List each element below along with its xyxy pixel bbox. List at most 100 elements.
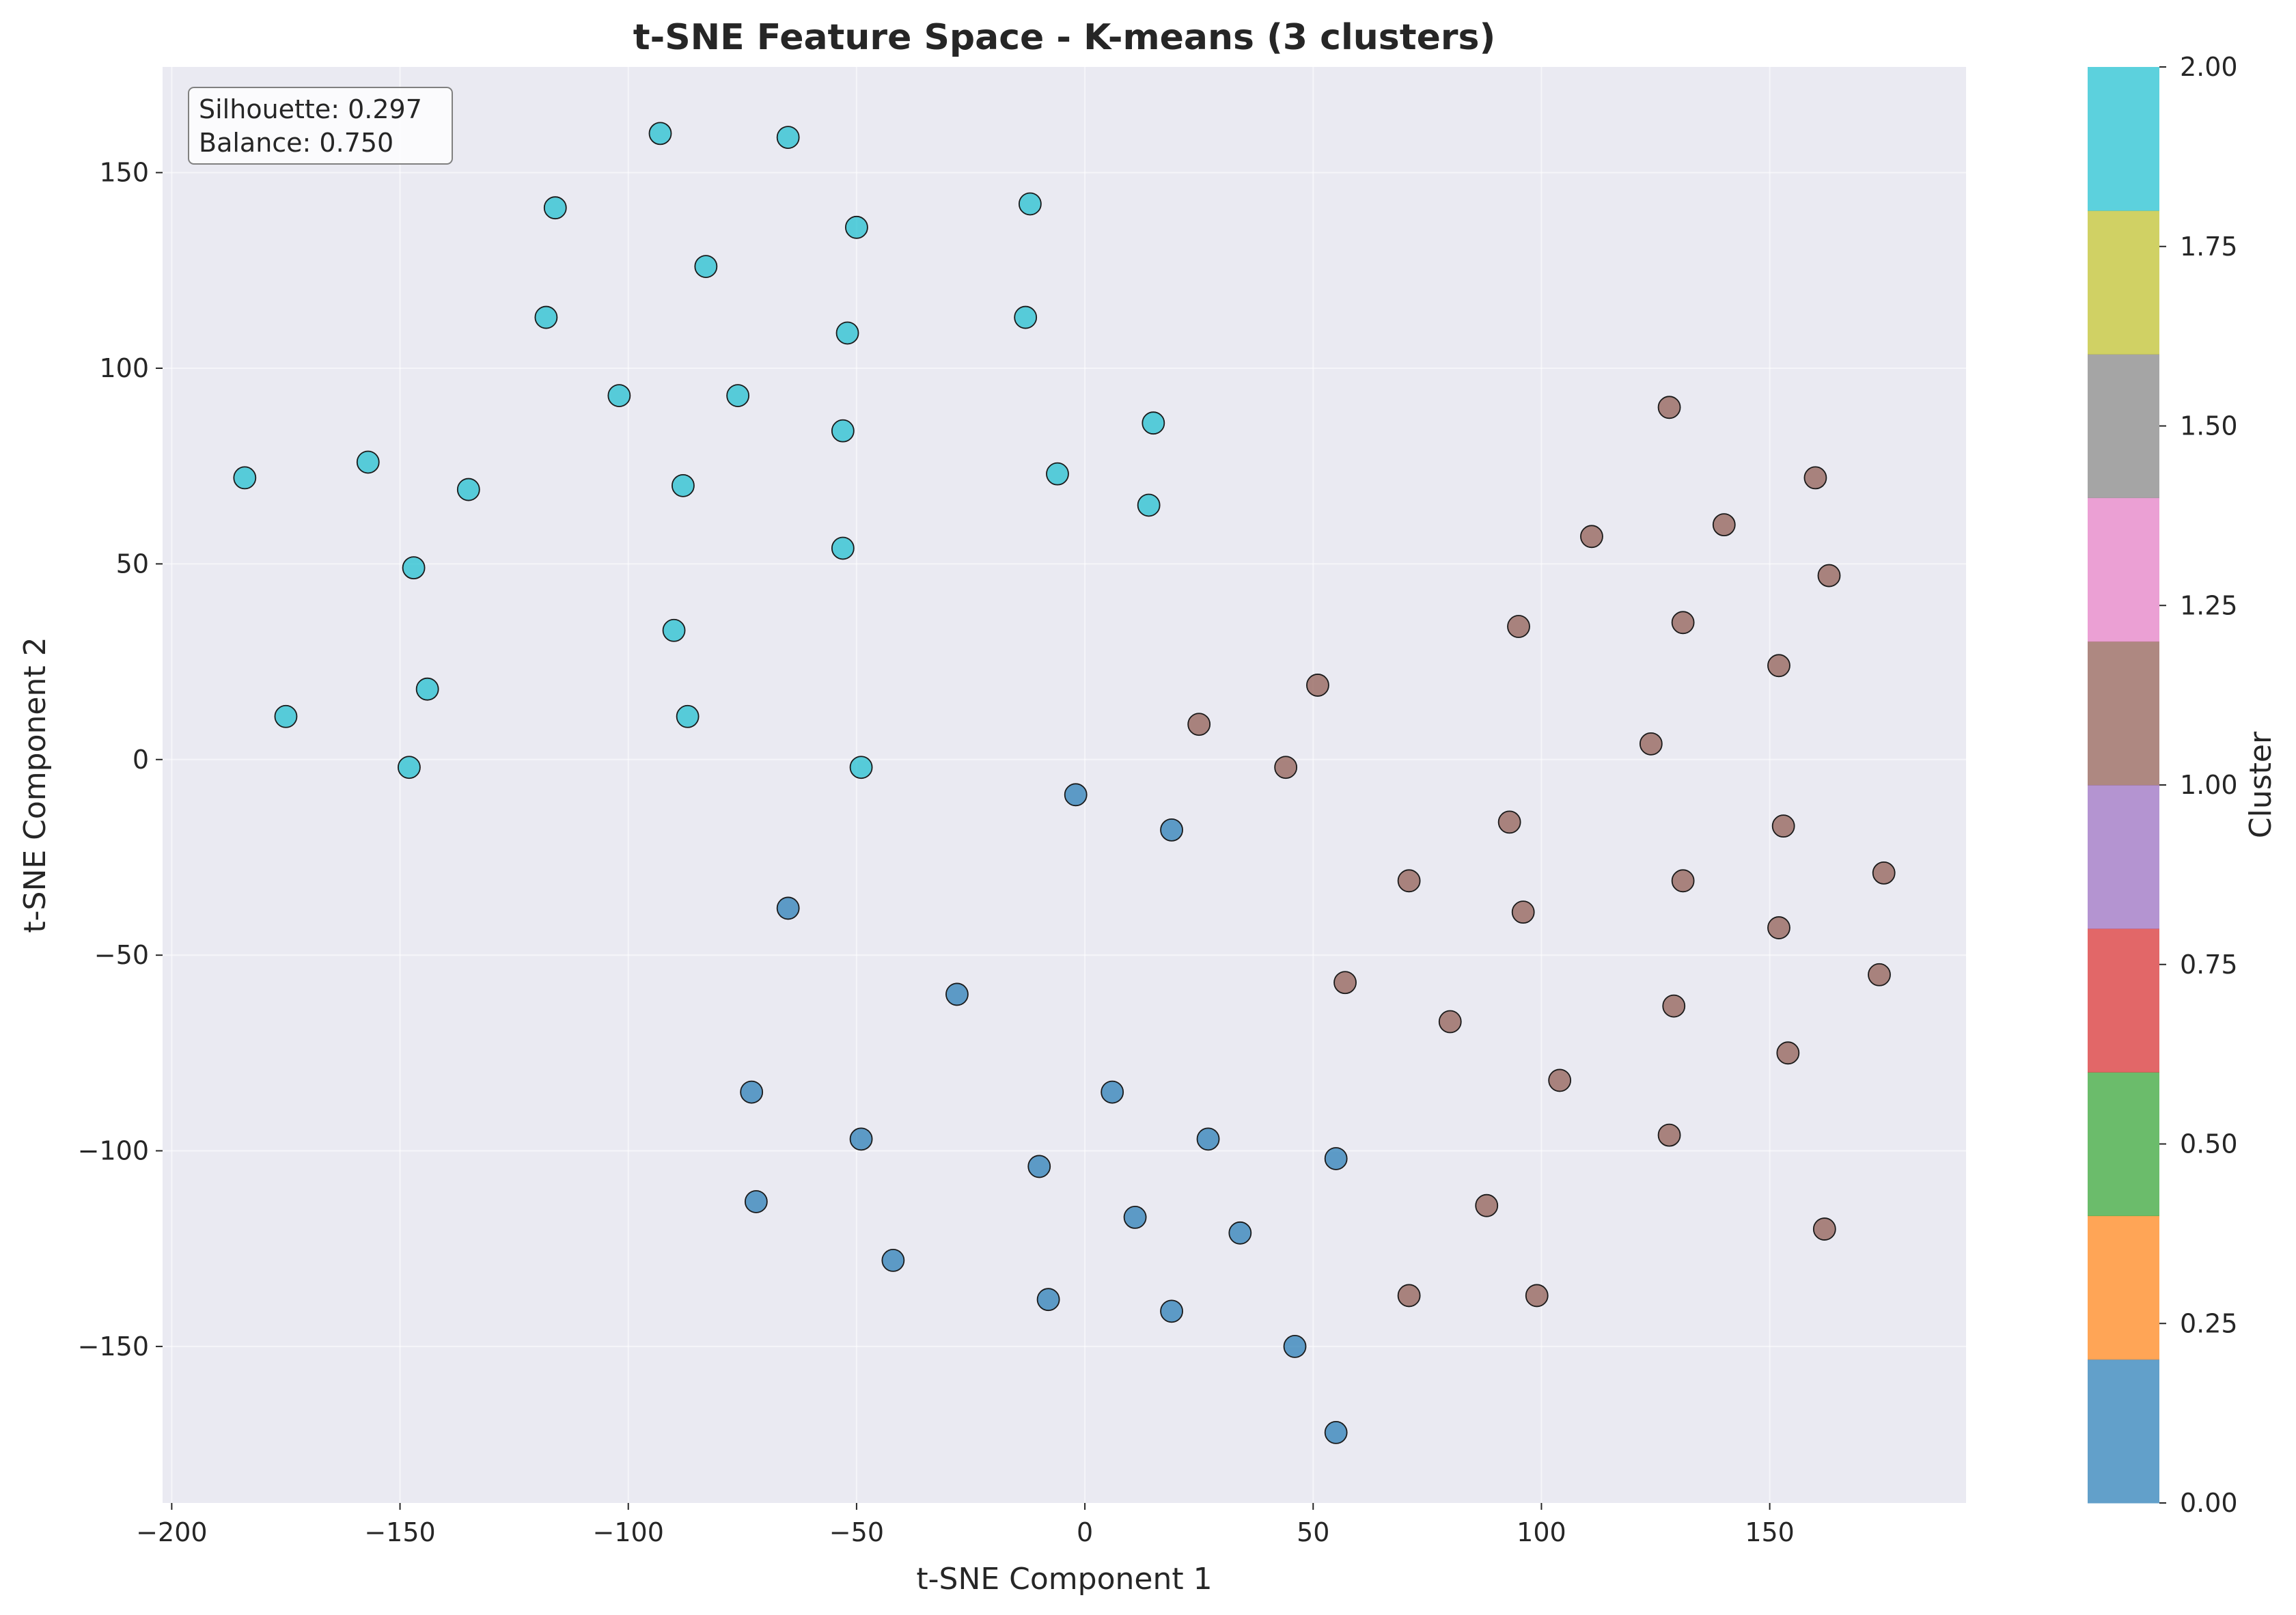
cluster-0-point: [1160, 1299, 1183, 1323]
x-tick-label: −150: [364, 1517, 435, 1547]
cluster-0-point: [881, 1248, 905, 1272]
y-tick-label: 50: [116, 549, 149, 579]
cluster-0-point: [1064, 783, 1088, 807]
cluster-2-point: [607, 384, 631, 408]
cluster-1-point: [1580, 525, 1603, 549]
x-tick-label: 100: [1517, 1517, 1566, 1547]
cluster-2-point: [233, 466, 257, 490]
cluster-1-point: [1817, 564, 1841, 588]
colorbar-tick-label: 1.75: [2180, 232, 2238, 262]
colorbar-tick-label: 0.75: [2180, 950, 2238, 980]
silhouette-text: Silhouette: 0.297: [199, 94, 422, 124]
grid: [163, 67, 1966, 1503]
cluster-1-point: [1662, 994, 1686, 1018]
x-axis-label: t-SNE Component 1: [916, 1562, 1212, 1597]
y-tick-label: −100: [78, 1136, 149, 1166]
cluster-1-point: [1671, 869, 1695, 893]
cluster-0-point: [744, 1190, 768, 1213]
x-tick-label: −100: [593, 1517, 664, 1547]
cluster-1-point: [1475, 1193, 1499, 1217]
y-axis-label: t-SNE Component 2: [18, 637, 53, 933]
colorbar: [2088, 67, 2159, 1504]
plot-area: [163, 67, 1966, 1503]
chart-title: t-SNE Feature Space - K-means (3 cluster…: [633, 17, 1495, 58]
cluster-2-point: [1014, 305, 1038, 329]
cluster-0-point: [1027, 1155, 1051, 1178]
colorbar-segment: [2088, 1359, 2159, 1504]
cluster-2-point: [844, 215, 868, 239]
cluster-1-point: [1868, 963, 1891, 986]
colorbar-tick-label: 0.25: [2180, 1308, 2238, 1338]
y-tick-label: 150: [99, 158, 149, 188]
cluster-1-point: [1771, 814, 1795, 838]
colorbar-segment: [2088, 1215, 2159, 1360]
cluster-2-point: [1142, 411, 1165, 435]
cluster-2-point: [1018, 192, 1042, 216]
x-tick-label: −200: [136, 1517, 207, 1547]
cluster-2-point: [694, 255, 718, 279]
colorbar-segment: [2088, 67, 2159, 211]
x-axis-ticks: −200 −150 −100 −50 0 50 100 150: [136, 1503, 1795, 1547]
colorbar-tick-label: 0.50: [2180, 1129, 2238, 1159]
cluster-2-point: [534, 305, 558, 329]
cluster-1-point: [1872, 861, 1896, 885]
cluster-1-point: [1525, 1284, 1549, 1308]
colorbar-tick-label: 1.50: [2180, 411, 2238, 441]
cluster-0-point: [1324, 1421, 1348, 1444]
colorbar-tick-label: 2.00: [2180, 52, 2238, 82]
stats-box: Silhouette: 0.297 Balance: 0.750: [188, 87, 453, 165]
cluster-1-point: [1712, 513, 1736, 537]
cluster-2-point: [648, 122, 672, 146]
cluster-2-point: [776, 126, 800, 149]
cluster-2-point: [831, 536, 855, 560]
colorbar-label: Cluster: [2243, 731, 2278, 838]
cluster-0-point: [776, 896, 800, 920]
cluster-0-point: [1160, 818, 1183, 842]
cluster-0-point: [945, 982, 969, 1006]
cluster-0-point: [1196, 1127, 1220, 1151]
colorbar-segment: [2088, 1072, 2159, 1217]
cluster-2-point: [415, 677, 439, 701]
cluster-0-point: [1228, 1221, 1252, 1245]
data-points: [233, 122, 1896, 1444]
cluster-1-point: [1397, 1284, 1421, 1308]
cluster-2-point: [543, 196, 567, 220]
cluster-2-point: [1046, 462, 1069, 486]
cluster-2-point: [831, 419, 855, 443]
cluster-1-point: [1397, 869, 1421, 893]
colorbar-segment: [2088, 497, 2159, 642]
colorbar-segment: [2088, 210, 2159, 355]
colorbar-ticks: 0.00 0.25 0.50 0.75 1.00 1.25 1.50 1.75 2.00: [2159, 52, 2238, 1518]
cluster-2-point: [402, 556, 426, 580]
balance-text: Balance: 0.750: [199, 128, 393, 158]
cluster-1-point: [1657, 396, 1681, 419]
cluster-1-point: [1333, 971, 1357, 995]
y-axis-ticks: −150 −100 −50 0 50 100 150: [78, 158, 163, 1362]
cluster-1-point: [1803, 466, 1827, 490]
cluster-2-point: [726, 384, 750, 408]
colorbar-segment: [2088, 928, 2159, 1073]
y-tick-label: −150: [78, 1331, 149, 1362]
cluster-2-point: [398, 756, 421, 779]
colorbar-tick-label: 0.00: [2180, 1488, 2238, 1518]
cluster-2-point: [849, 756, 873, 779]
cluster-1-point: [1767, 916, 1790, 939]
cluster-0-point: [740, 1080, 764, 1104]
cluster-1-point: [1639, 732, 1663, 756]
cluster-2-point: [456, 478, 480, 501]
x-tick-label: 50: [1297, 1517, 1329, 1547]
cluster-2-point: [274, 704, 298, 728]
cluster-2-point: [676, 704, 700, 728]
colorbar-tick-label: 1.25: [2180, 590, 2238, 620]
cluster-2-point: [1137, 493, 1161, 517]
cluster-1-point: [1548, 1068, 1572, 1092]
cluster-0-point: [849, 1127, 873, 1151]
colorbar-segment: [2088, 641, 2159, 786]
cluster-0-point: [1324, 1147, 1348, 1170]
cluster-1-point: [1507, 615, 1530, 638]
cluster-1-point: [1511, 900, 1535, 924]
cluster-2-point: [672, 473, 695, 497]
cluster-1-point: [1767, 654, 1790, 678]
cluster-1-point: [1274, 756, 1298, 779]
